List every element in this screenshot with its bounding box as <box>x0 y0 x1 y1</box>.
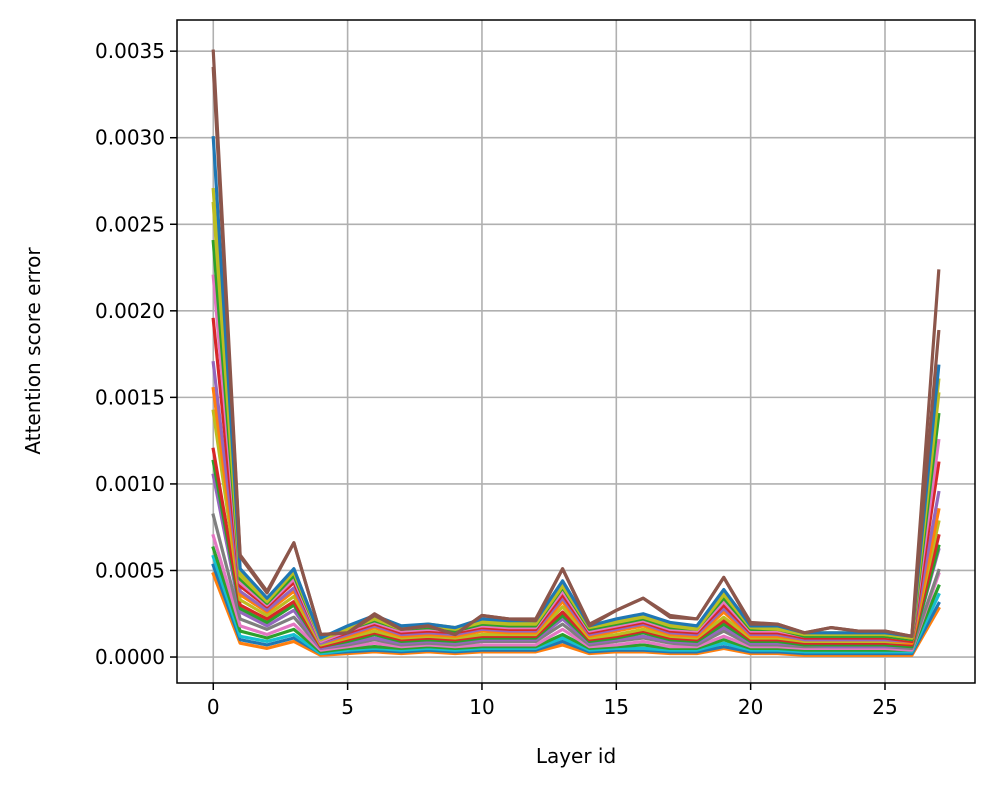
series-line <box>211 545 941 654</box>
series-line <box>211 49 941 638</box>
y-tick-label: 0.0035 <box>95 39 165 63</box>
y-tick-label: 0.0000 <box>95 645 165 669</box>
series-line <box>211 409 941 647</box>
y-tick-label: 0.0015 <box>95 385 165 409</box>
y-axis-ticks: 0.0000 0.0005 0.0010 0.0015 0.0020 0.0025 0.00… <box>95 39 177 669</box>
series-line <box>211 533 941 652</box>
x-tick-label: 15 <box>604 695 629 719</box>
plot-frame <box>176 19 976 684</box>
y-tick-label: 0.0030 <box>95 126 165 150</box>
series-line <box>211 136 941 640</box>
y-axis-label: Attention score error <box>21 247 45 455</box>
x-tick-label: 0 <box>207 695 220 719</box>
series-line <box>211 554 941 656</box>
y-tick-label: 0.0025 <box>95 212 165 236</box>
x-tick-label: 5 <box>341 695 354 719</box>
y-tick-label: 0.0010 <box>95 472 165 496</box>
x-tick-label: 25 <box>872 695 897 719</box>
x-axis-ticks: 0 5 10 15 20 25 <box>207 683 898 719</box>
x-tick-label: 20 <box>738 695 763 719</box>
x-tick-label: 10 <box>469 695 494 719</box>
series-line <box>211 571 941 657</box>
x-axis-label: Layer id <box>536 744 616 768</box>
y-tick-label: 0.0020 <box>95 299 165 323</box>
gridlines <box>177 20 975 683</box>
series-lines <box>211 49 941 657</box>
series-line <box>211 447 941 649</box>
y-tick-label: 0.0005 <box>95 558 165 582</box>
